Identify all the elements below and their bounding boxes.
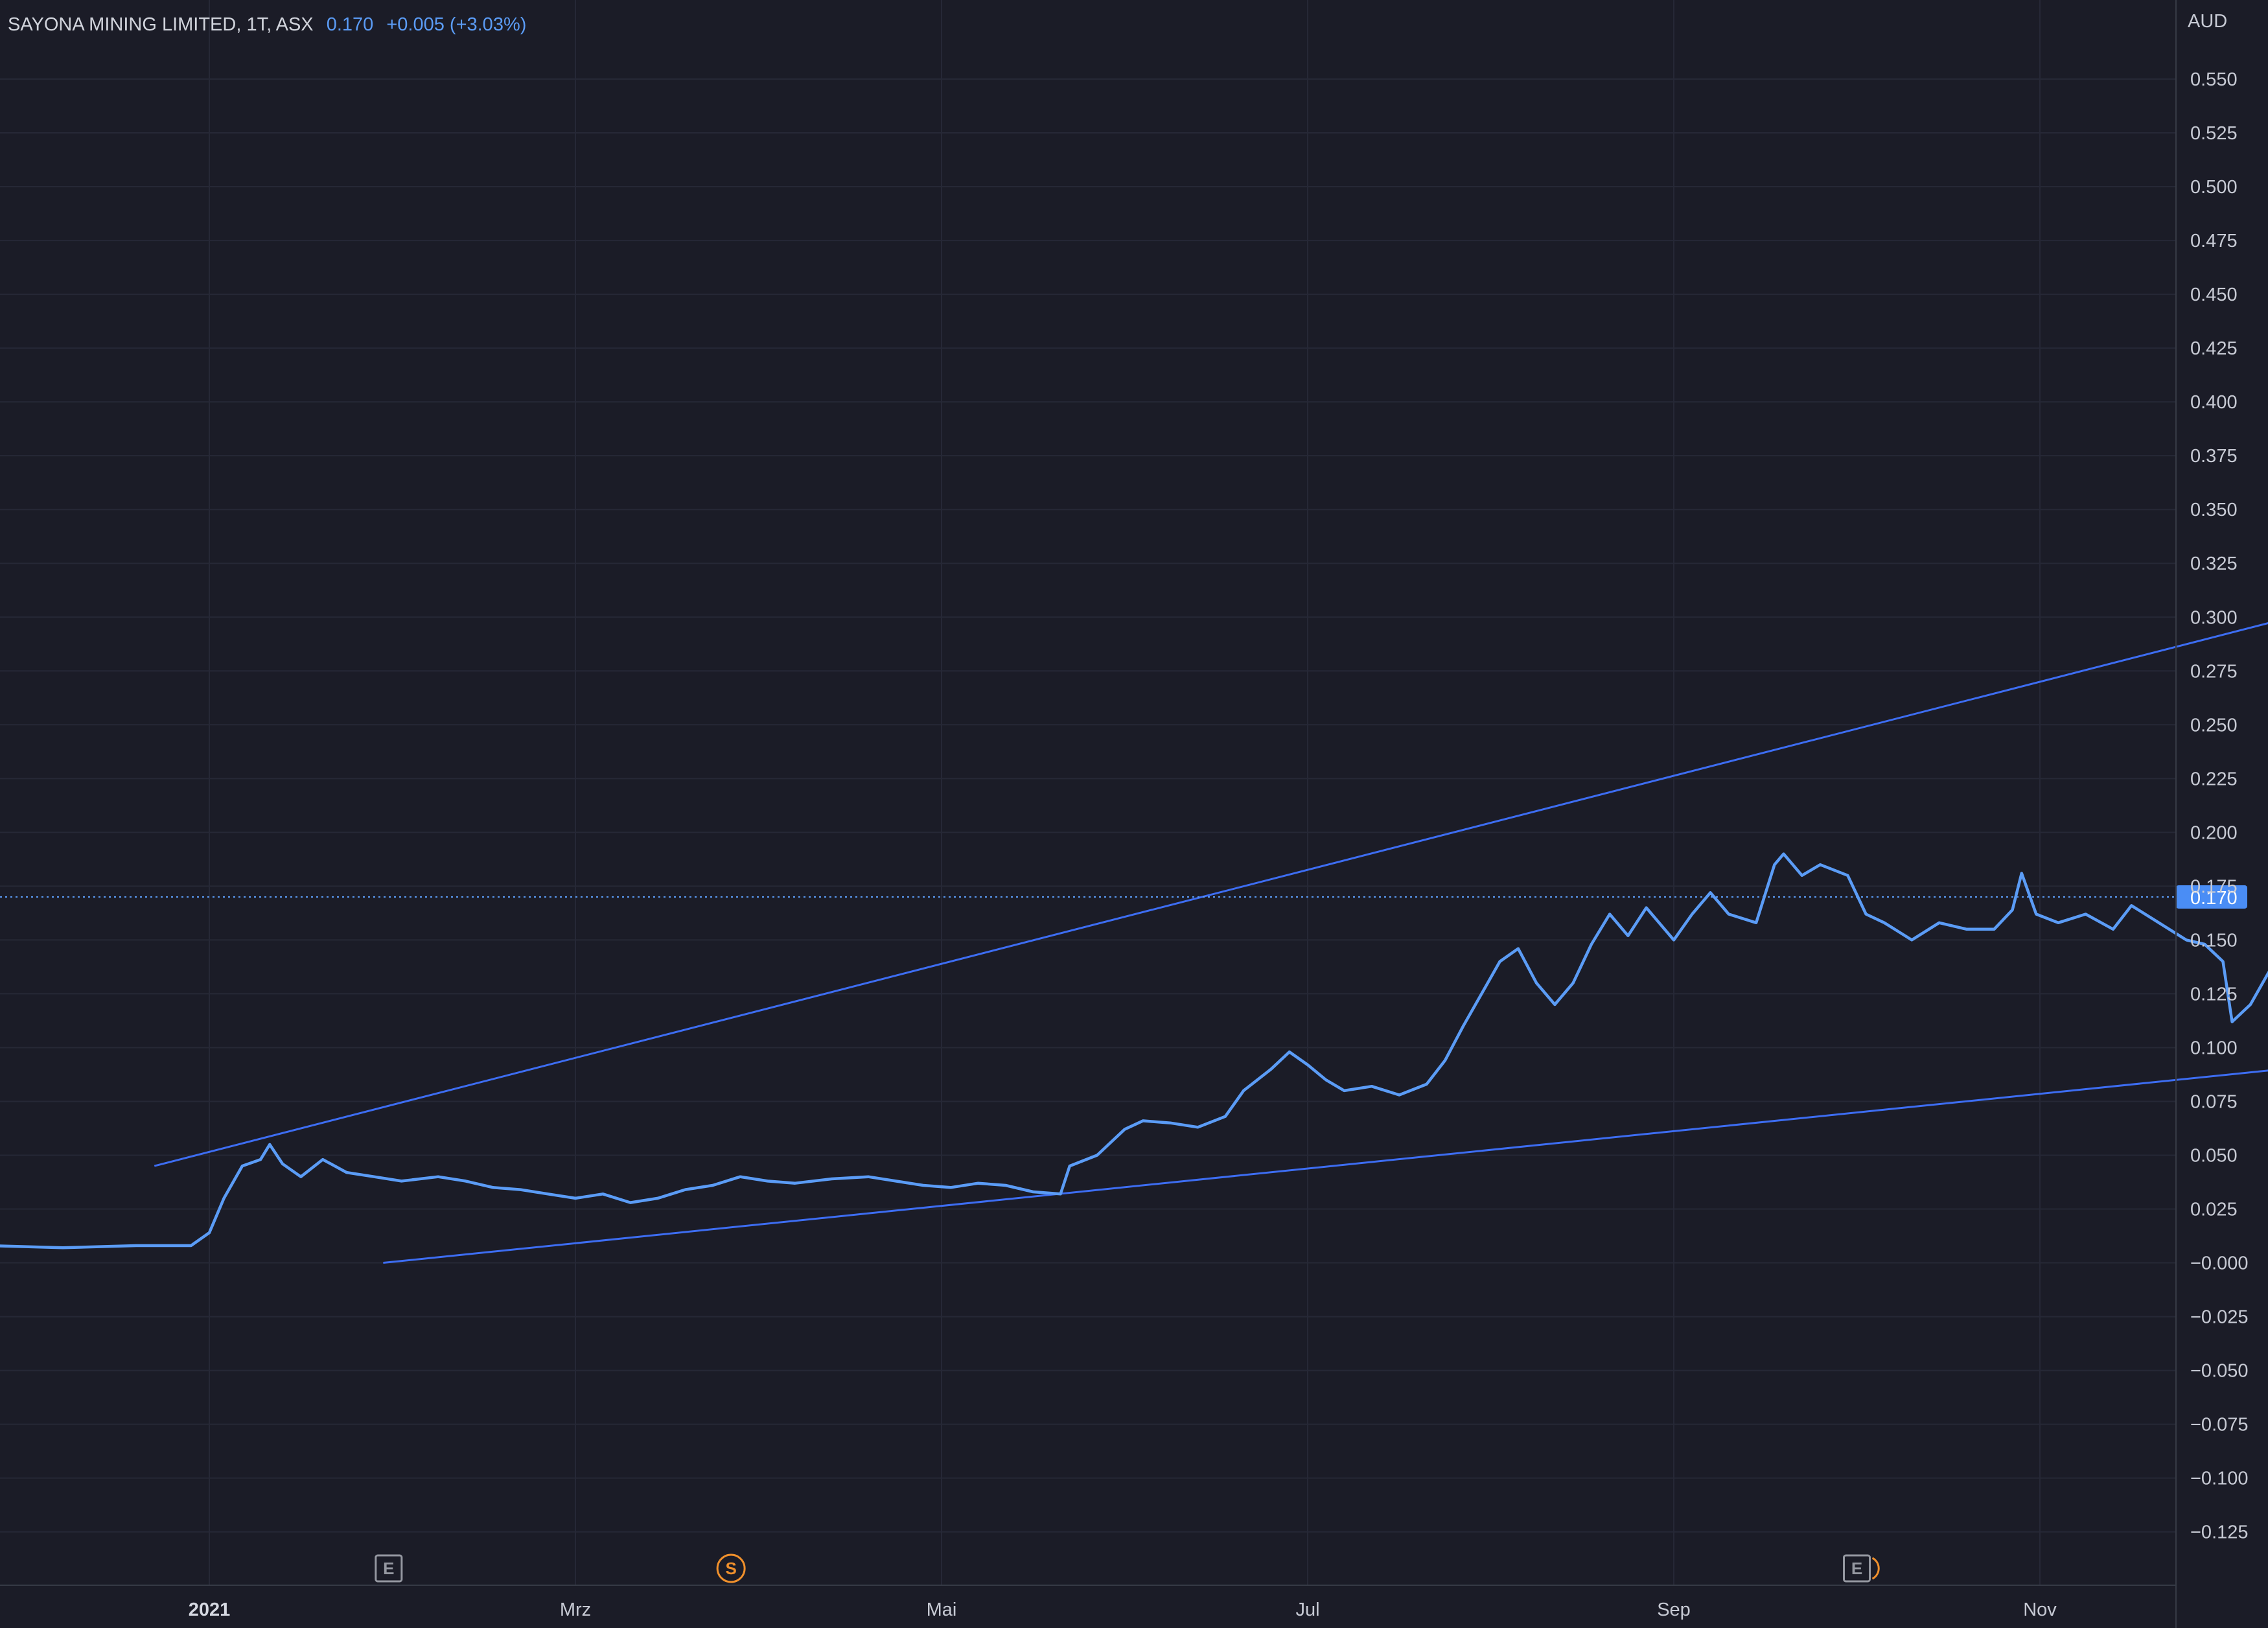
- grid-lines: [0, 0, 2176, 1585]
- earnings-marker-letter: E: [1851, 1559, 1862, 1578]
- earnings-marker-letter: E: [383, 1559, 394, 1578]
- split-marker[interactable]: [716, 1553, 746, 1583]
- y-tick-label: 0.475: [2190, 231, 2238, 251]
- event-markers[interactable]: ESEEE: [375, 1553, 2268, 1583]
- y-tick-label: 0.225: [2190, 769, 2238, 789]
- x-tick-label: Nov: [2023, 1599, 2057, 1620]
- y-tick-label: 0.025: [2190, 1200, 2238, 1220]
- y-tick-label: 0.550: [2190, 69, 2238, 90]
- y-tick-label: −0.125: [2190, 1522, 2249, 1543]
- split-marker-letter: S: [725, 1559, 736, 1578]
- y-tick-label: 0.525: [2190, 123, 2238, 144]
- x-tick-label: Mai: [927, 1599, 957, 1620]
- upper-trend-line[interactable]: [154, 94, 2268, 1167]
- chart-legend: SAYONA MINING LIMITED, 1T, ASX 0.170 +0.…: [8, 14, 526, 36]
- last-price: 0.170: [326, 14, 374, 35]
- y-tick-label: 0.050: [2190, 1146, 2238, 1167]
- y-tick-label: 0.425: [2190, 338, 2238, 359]
- y-tick-label: 0.450: [2190, 285, 2238, 305]
- current-price-line: 0.170: [0, 885, 2247, 909]
- y-tick-label: 0.250: [2190, 715, 2238, 736]
- y-tick-label: 0.175: [2190, 876, 2238, 897]
- overlapping-split-marker[interactable]: [1871, 1557, 1880, 1580]
- y-tick-label: −0.000: [2190, 1253, 2249, 1274]
- y-tick-label: 0.275: [2190, 661, 2238, 682]
- y-tick-label: 0.400: [2190, 392, 2238, 413]
- y-tick-label: 0.200: [2190, 822, 2238, 843]
- price-line-close[interactable]: [0, 445, 2268, 1250]
- y-tick-label: −0.025: [2190, 1307, 2249, 1328]
- y-tick-label: 0.125: [2190, 984, 2238, 1005]
- symbol-title[interactable]: SAYONA MINING LIMITED, 1T, ASX: [8, 14, 314, 35]
- current-price-label: 0.170: [2190, 888, 2238, 909]
- y-tick-label: 0.150: [2190, 930, 2238, 951]
- y-tick-label: −0.050: [2190, 1361, 2249, 1382]
- y-tick-label: 0.350: [2190, 500, 2238, 520]
- current-price-badge: [2176, 885, 2247, 909]
- currency-label: AUD: [2188, 11, 2227, 32]
- x-tick-label: 2021: [189, 1599, 231, 1620]
- y-tick-label: 0.375: [2190, 446, 2238, 467]
- lower-trend-line[interactable]: [383, 861, 2268, 1264]
- price-change: +0.005 (+3.03%): [386, 14, 527, 35]
- x-tick-label: Sep: [1657, 1599, 1691, 1620]
- y-tick-label: 0.100: [2190, 1038, 2238, 1058]
- y-tick-label: −0.100: [2190, 1469, 2249, 1489]
- y-tick-label: 0.325: [2190, 553, 2238, 574]
- y-tick-label: 0.300: [2190, 607, 2238, 628]
- earnings-marker[interactable]: [375, 1554, 403, 1583]
- y-tick-label: 0.500: [2190, 177, 2238, 198]
- trend-lines[interactable]: [154, 94, 2268, 1264]
- earnings-marker[interactable]: [1843, 1554, 1871, 1583]
- x-tick-label: Mrz: [560, 1599, 591, 1620]
- x-tick-label: Jul: [1295, 1599, 1319, 1620]
- price-series[interactable]: [0, 445, 2268, 1250]
- y-tick-label: 0.075: [2190, 1091, 2238, 1112]
- y-tick-label: −0.075: [2190, 1415, 2249, 1436]
